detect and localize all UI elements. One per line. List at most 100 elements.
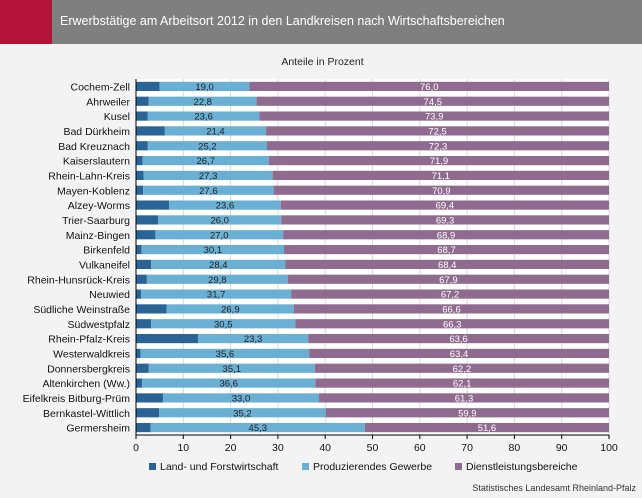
category-label: Trier-Saarburg [62, 215, 130, 227]
data-label: 73,9 [425, 112, 444, 123]
data-label: 23,3 [244, 334, 263, 345]
chart-subtitle: Anteile in Prozent [281, 56, 363, 68]
bar-segment [136, 304, 167, 314]
bar-segment [364, 422, 609, 433]
data-label: 36,6 [219, 379, 238, 390]
bar-segment [136, 111, 148, 121]
bar-segment [256, 96, 609, 106]
data-label: 25,2 [198, 141, 217, 152]
bar-segment [293, 304, 609, 314]
category-label: Kaiserslautern [63, 156, 130, 168]
bar-segment [280, 200, 609, 210]
category-label: Rhein-Hunsrück-Kreis [27, 274, 130, 286]
legend-label: Dienstleistungsbereiche [466, 461, 578, 473]
bar-segment [308, 333, 609, 344]
data-label: 35,6 [216, 349, 235, 360]
category-label: Germersheim [66, 423, 130, 435]
data-label: 59,9 [458, 408, 477, 419]
x-tick-label: 100 [600, 442, 618, 454]
bar-segment [141, 289, 292, 299]
category-label: Alzey-Worms [68, 200, 130, 212]
category-label: Mayen-Koblenz [57, 185, 130, 197]
bar-segment [136, 185, 144, 195]
category-label: Ahrweiler [86, 96, 130, 108]
bar-segment [136, 81, 160, 92]
bar-segment [158, 215, 282, 225]
bar-segment [259, 111, 609, 121]
category-label: Mainz-Bingen [66, 230, 130, 242]
bar-segment [136, 259, 152, 270]
data-label: 72,5 [428, 126, 447, 137]
bar-segment [136, 422, 151, 433]
bar-segment [136, 215, 159, 225]
data-label: 61,3 [455, 393, 474, 404]
bar-segment [284, 244, 609, 255]
bar-segment [197, 333, 309, 344]
bar-segment [266, 126, 609, 136]
category-label: Eifelkreis Bitburg-Prüm [23, 393, 131, 405]
bar-segment [136, 96, 149, 106]
bar-segment [325, 408, 609, 418]
bar-segment [141, 244, 285, 255]
data-label: 68,9 [437, 230, 456, 241]
data-label: 66,6 [442, 304, 461, 315]
data-label: 30,5 [214, 319, 233, 330]
x-tick-label: 70 [461, 442, 473, 454]
bar-segment [147, 141, 268, 151]
bar-segment [148, 363, 315, 373]
data-label: 67,9 [439, 275, 458, 286]
data-label: 21,4 [206, 126, 225, 137]
bar-segment [155, 230, 284, 240]
data-label: 62,1 [453, 379, 472, 390]
header-accent-block [0, 0, 52, 44]
data-label: 26,9 [221, 304, 240, 315]
x-tick-label: 0 [133, 442, 139, 454]
x-tick-label: 80 [509, 442, 521, 454]
x-tick-label: 30 [272, 442, 284, 454]
data-label: 27,6 [199, 186, 218, 197]
category-label: Rhein-Lahn-Kreis [48, 170, 130, 182]
header-bar: Erwerbstätige am Arbeitsort 2012 in den … [52, 0, 642, 44]
x-tick-label: 40 [319, 442, 331, 454]
data-label: 72,3 [429, 141, 448, 152]
bar-segment [319, 393, 609, 403]
data-label: 71,9 [430, 156, 449, 167]
data-label: 71,1 [432, 171, 451, 182]
data-label: 69,3 [436, 215, 455, 226]
bar-segment [272, 170, 609, 181]
chart-title: Erwerbstätige am Arbeitsort 2012 in den … [60, 14, 505, 28]
data-label: 22,8 [193, 97, 212, 108]
legend-label: Land- und Forstwirtschaft [160, 461, 279, 473]
data-label: 31,7 [207, 290, 226, 301]
category-label: Bad Dürkheim [63, 126, 130, 138]
bar-segment [150, 422, 365, 433]
source-note: Statistisches Landesamt Rheinland-Pfalz [472, 483, 636, 493]
bar-segment [267, 141, 609, 151]
data-label: 26,7 [197, 156, 216, 167]
bar-segment [159, 81, 250, 92]
bar-segment [148, 96, 257, 106]
data-label: 19,0 [195, 82, 214, 93]
bar-segment [151, 259, 286, 270]
bar-segment [143, 170, 273, 181]
x-tick-label: 60 [414, 442, 426, 454]
data-label: 27,3 [199, 171, 218, 182]
bar-segment [281, 215, 609, 225]
category-label: Rhein-Pfalz-Kreis [48, 334, 130, 346]
x-tick-label: 10 [177, 442, 189, 454]
data-label: 27,0 [210, 230, 229, 241]
bar-segment [136, 170, 144, 181]
legend-swatch [149, 463, 156, 470]
data-label: 70,9 [432, 186, 451, 197]
category-label: Altenkirchen (Ww.) [42, 378, 130, 390]
bar-segment [136, 244, 142, 255]
data-label: 68,4 [438, 260, 457, 271]
bar-segment [287, 274, 609, 284]
legend-label: Produzierendes Gewerbe [313, 461, 432, 473]
data-label: 35,1 [223, 364, 242, 375]
bar-segment [143, 185, 274, 195]
data-label: 68,7 [437, 245, 456, 256]
data-label: 69,4 [436, 201, 455, 212]
bar-segment [136, 333, 198, 344]
